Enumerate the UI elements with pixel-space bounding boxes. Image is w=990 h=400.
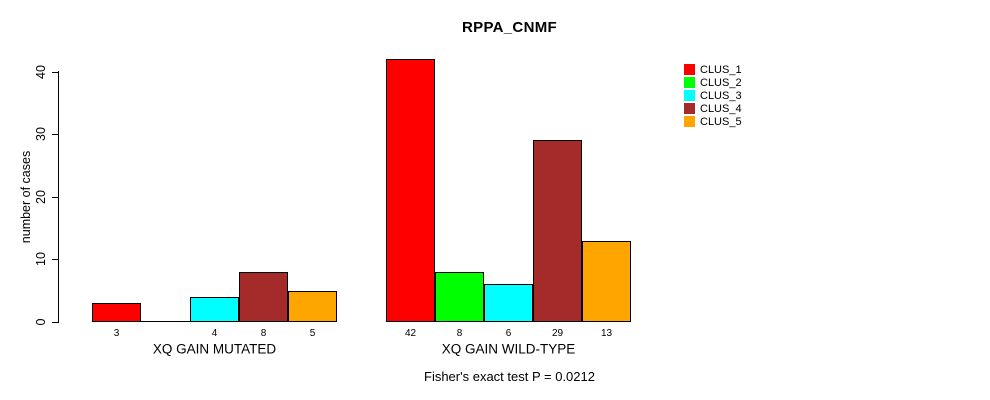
- legend-label: CLUS_4: [700, 102, 742, 115]
- bar-clus_3: [484, 284, 533, 322]
- bar-value-label: 5: [309, 328, 316, 339]
- y-tick-label: 10: [34, 252, 48, 267]
- legend-item-clus_3: CLUS_3: [684, 89, 742, 102]
- legend-label: CLUS_1: [700, 63, 742, 76]
- legend: CLUS_1 CLUS_2 CLUS_3 CLUS_4 CLUS_5: [684, 63, 742, 128]
- y-tick-label: 20: [34, 189, 48, 204]
- legend-item-clus_1: CLUS_1: [684, 63, 742, 76]
- bar-value-label: 8: [260, 328, 267, 339]
- legend-item-clus_5: CLUS_5: [684, 115, 742, 128]
- bar-value-label: 29: [551, 328, 564, 339]
- y-tick-mark: [52, 259, 59, 261]
- legend-swatch-icon: [684, 64, 695, 75]
- bar-clus_5: [288, 291, 337, 322]
- annotation-text: Fisher's exact test P = 0.0212: [424, 369, 595, 384]
- bar-clus_4: [533, 140, 582, 322]
- legend-swatch-icon: [684, 116, 695, 127]
- legend-label: CLUS_3: [700, 89, 742, 102]
- chart-title: RPPA_CNMF: [462, 19, 557, 36]
- bar-value-label: 13: [600, 328, 613, 339]
- bar-clus_1: [92, 303, 141, 322]
- legend-item-clus_4: CLUS_4: [684, 102, 742, 115]
- legend-label: CLUS_5: [700, 115, 742, 128]
- bar-zero-clus_2: [141, 321, 190, 322]
- bar-value-label: 4: [211, 328, 218, 339]
- y-tick-mark: [52, 134, 59, 136]
- legend-item-clus_2: CLUS_2: [684, 76, 742, 89]
- y-axis-label: number of cases: [19, 150, 33, 244]
- y-tick-mark: [52, 322, 59, 323]
- y-tick-label: 40: [34, 64, 48, 79]
- y-tick-label: 30: [34, 127, 48, 142]
- bar-value-label: 8: [456, 328, 463, 339]
- y-tick-mark: [52, 71, 59, 73]
- bar-clus_2: [435, 272, 484, 322]
- y-tick-label: 0: [34, 318, 48, 326]
- y-tick-mark: [52, 196, 59, 198]
- group-label: XQ GAIN MUTATED: [152, 341, 277, 357]
- bar-clus_1: [386, 59, 435, 322]
- bar-clus_3: [190, 297, 239, 322]
- bar-clus_5: [582, 241, 631, 322]
- legend-swatch-icon: [684, 103, 695, 114]
- group-label: XQ GAIN WILD-TYPE: [441, 341, 576, 357]
- legend-swatch-icon: [684, 77, 695, 88]
- bar-value-label: 42: [404, 328, 417, 339]
- bar-value-label: 3: [113, 328, 120, 339]
- legend-label: CLUS_2: [700, 76, 742, 89]
- bar-clus_4: [239, 272, 288, 322]
- legend-swatch-icon: [684, 90, 695, 101]
- bar-value-label: 6: [505, 328, 512, 339]
